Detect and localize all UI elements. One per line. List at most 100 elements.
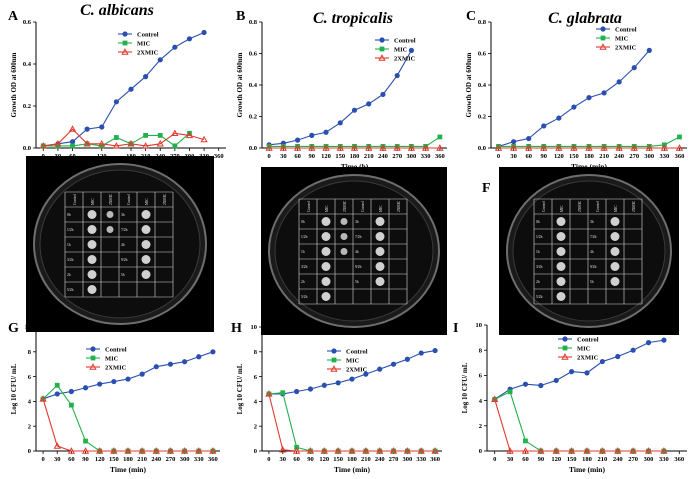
x-tick-label-c: 90	[541, 153, 548, 160]
colony-spot-f	[610, 247, 620, 256]
plate-row-label-d: 1/2h	[67, 228, 74, 232]
data-point-control-h	[321, 382, 327, 388]
data-point-control-a	[99, 124, 105, 130]
legend-label-mic-c: MIC	[615, 35, 629, 42]
data-point-control-c	[571, 104, 577, 110]
plate-row-label-e: 1h	[301, 250, 305, 254]
data-point-control-a	[128, 86, 134, 92]
y-tick-label-h: 6	[254, 374, 258, 381]
colony-spot-f	[556, 262, 566, 271]
data-point-control-i	[645, 340, 652, 346]
data-point-control-c	[631, 65, 637, 71]
colony-spot-e	[375, 232, 385, 241]
data-point-2xmic-b	[365, 144, 373, 151]
legend-label-control-h: Control	[346, 348, 368, 355]
data-point-mic-b	[409, 144, 414, 149]
data-point-mic-c	[616, 144, 622, 149]
data-point-control-i	[553, 377, 559, 384]
y-axis-label-b: Growth OD at 600nm	[236, 52, 244, 117]
chart-b-growth-c-tropicalis: 0.0 0.2 0.4 0.6 0.8 0 30 60 90 120 150 180 210 240 270…	[236, 19, 447, 171]
data-point-control-b	[294, 137, 301, 143]
x-tick-label-g: 90	[82, 456, 89, 463]
legend-marker-control-c	[600, 26, 606, 32]
colony-spot-d	[87, 240, 97, 249]
x-tick-label-c: 240	[614, 153, 624, 160]
y-axis-label-h: Log 10 CFU/ mL	[236, 363, 244, 414]
colony-spot-f	[556, 247, 566, 256]
series-line-mic-h	[268, 392, 436, 452]
y-tick-label-i: 8	[479, 347, 483, 354]
data-point-2xmic-h	[403, 447, 412, 454]
data-point-mic-a	[172, 143, 178, 149]
data-point-2xmic-c	[660, 144, 669, 151]
x-axis-label-g: Time (min)	[110, 465, 146, 474]
data-point-2xmic-g	[180, 447, 189, 454]
colony-spot-e	[375, 217, 385, 226]
x-tick-label-i: 360	[674, 456, 684, 463]
plate-row-label-f: 4h	[590, 250, 594, 254]
x-tick-label-h: 120	[319, 456, 329, 463]
plate-row-label-f: 5h	[590, 280, 594, 284]
plate-row-label-d: 0h	[67, 213, 71, 217]
series-line-mic-g	[42, 384, 213, 452]
data-point-2xmic-h	[376, 447, 384, 454]
data-point-control-b	[323, 129, 329, 135]
legend-marker-mic-b	[379, 46, 385, 52]
data-point-control-g	[182, 359, 188, 365]
x-tick-label-i: 270	[628, 456, 638, 463]
data-point-2xmic-a	[185, 131, 194, 139]
data-point-control-b	[380, 91, 386, 98]
data-point-control-h	[377, 366, 383, 372]
data-point-mic-g	[68, 402, 74, 408]
data-point-2xmic-g	[81, 447, 90, 454]
panel-letter-f: F	[482, 181, 491, 196]
data-point-control-a	[113, 99, 119, 105]
x-tick-label-h: 300	[403, 456, 413, 463]
data-point-2xmic-a	[171, 129, 179, 136]
x-tick-label-b: 360	[435, 153, 445, 160]
data-point-control-c	[616, 79, 622, 85]
data-point-mic-a	[70, 143, 75, 149]
y-tick-label-h: 8	[254, 349, 258, 356]
x-tick-label-b: 330	[421, 153, 431, 160]
plate-f-c-glabrata: Control MIC 2XMIC Control MIC 2XMIC 0h 1/2h 1h 3/…	[499, 167, 679, 335]
plate-row-label-f: 1/2h	[536, 235, 543, 239]
data-point-2xmic-b	[393, 144, 401, 151]
panel-letter-c: C	[466, 9, 476, 24]
data-point-mic-g	[40, 396, 46, 402]
y-tick-label-b: 0.8	[249, 19, 258, 26]
legend-label-control-c: Control	[615, 26, 637, 33]
data-point-mic-b	[337, 144, 343, 149]
plate-row-label-e: 0h	[301, 220, 305, 224]
plate-header-e: 2XMIC	[397, 200, 401, 212]
y-tick-label-g: 6	[28, 374, 32, 381]
plate-header-e: Control	[307, 201, 311, 212]
x-tick-label-g: 300	[180, 456, 190, 463]
series-line-control-c	[498, 49, 650, 147]
data-point-control-a	[201, 29, 207, 36]
data-point-control-c	[556, 115, 562, 121]
x-tick-label-b: 210	[364, 153, 374, 160]
series-line-2xmic-a	[43, 128, 205, 147]
x-tick-label-i: 0	[493, 456, 496, 463]
data-point-mic-a	[143, 133, 149, 138]
plate-header-f: 2XMIC	[578, 200, 582, 212]
plate-header-d: Control	[127, 194, 131, 205]
data-point-2xmic-b	[422, 144, 430, 151]
legend-marker-2xmic-i	[561, 353, 569, 360]
x-tick-label-g: 0	[41, 456, 44, 463]
x-tick-label-c: 120	[554, 153, 564, 160]
data-point-2xmic-i	[614, 447, 622, 454]
plate-header-d: Control	[73, 194, 77, 205]
colony-spot-e	[321, 247, 331, 256]
plate-row-label-f: 3/2h	[536, 265, 543, 269]
x-tick-label-h: 360	[430, 456, 440, 463]
x-tick-label-h: 30	[280, 456, 287, 463]
plate-header-f: Control	[542, 201, 546, 212]
data-point-2xmic-h	[279, 445, 287, 453]
data-point-2xmic-h	[265, 390, 273, 397]
plate-header-d: MIC	[145, 198, 149, 205]
colony-spot-d	[106, 211, 114, 218]
x-tick-label-g: 240	[151, 456, 161, 463]
x-tick-label-g: 180	[123, 456, 133, 463]
